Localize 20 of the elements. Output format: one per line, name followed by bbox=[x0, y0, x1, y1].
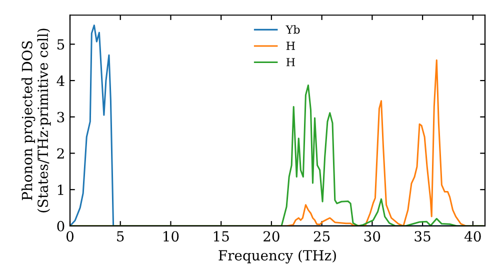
legend-label: Yb bbox=[286, 25, 300, 34]
x-tick-label: 10 bbox=[164, 231, 179, 242]
y-axis-title: Phonon projected DOS (States/THz·primitive cell) bbox=[22, 28, 51, 212]
x-tick-label: 0 bbox=[66, 231, 74, 242]
y-tick-label: 0 bbox=[57, 220, 64, 232]
x-axis-title: Frequency (THz) bbox=[218, 250, 336, 264]
y-tick-label: 3 bbox=[57, 112, 64, 122]
x-tick-label: 35 bbox=[414, 231, 430, 242]
x-tick-label: 40 bbox=[464, 231, 481, 242]
y-tick-label: 2 bbox=[57, 148, 64, 159]
y-tick-label: 1 bbox=[58, 184, 64, 195]
x-tick-label: 30 bbox=[364, 231, 380, 242]
legend-label: H bbox=[286, 42, 295, 50]
legend-label: H bbox=[286, 58, 295, 66]
x-tick-label: 25 bbox=[314, 231, 330, 242]
x-tick-label: 15 bbox=[214, 231, 229, 242]
x-tick-label: 20 bbox=[264, 231, 280, 242]
y-tick-label: 4 bbox=[56, 76, 64, 86]
x-tick-label: 5 bbox=[117, 231, 124, 242]
y-tick-label: 5 bbox=[57, 39, 64, 50]
